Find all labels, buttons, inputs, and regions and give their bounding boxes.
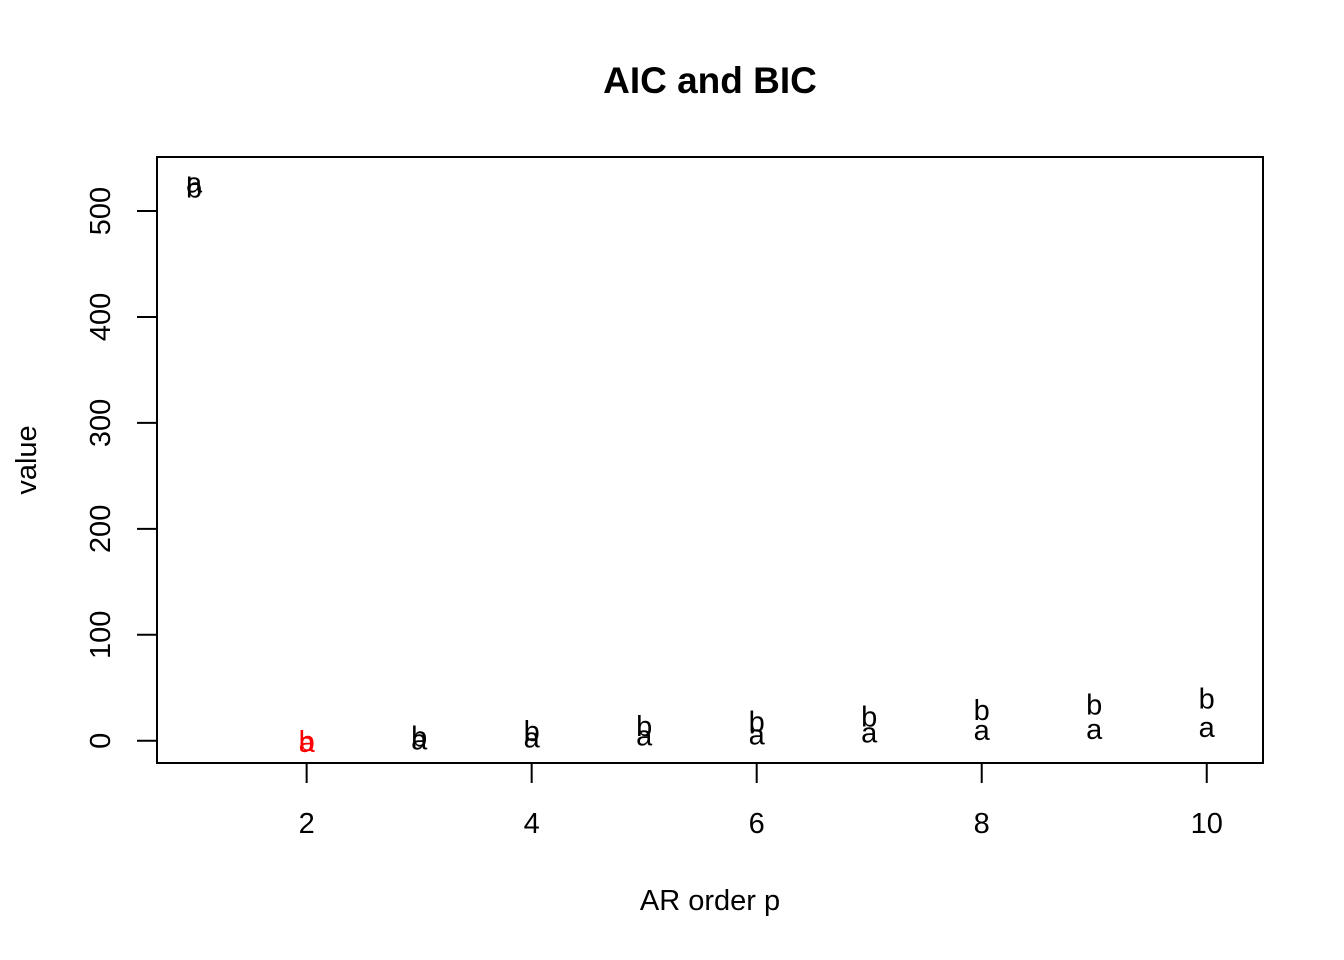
x-tick-label-8: 8 (974, 808, 990, 840)
point-a-2: a (299, 727, 316, 759)
point-a-4: a (524, 723, 541, 755)
point-b-5: b (636, 711, 652, 743)
point-a-5: a (636, 720, 653, 752)
point-b-6: b (749, 707, 765, 739)
x-axis-label: AR order p (640, 885, 780, 917)
y-tick-label-200: 200 (85, 505, 117, 553)
x-tick-label-2: 2 (299, 808, 315, 840)
point-a-10: a (1199, 712, 1216, 744)
point-b-1: b (186, 173, 202, 205)
point-b-3: b (411, 722, 427, 754)
point-a-8: a (974, 715, 991, 747)
x-tick-label-10: 10 (1191, 808, 1223, 840)
y-tick-label-400: 400 (85, 293, 117, 341)
point-b-7: b (861, 701, 877, 733)
point-a-1: a (186, 167, 203, 199)
x-tick-label-4: 4 (524, 808, 540, 840)
point-b-8: b (974, 695, 990, 727)
y-tick-label-500: 500 (85, 187, 117, 235)
data-points: aa a a a a a a a abb b b b b b b b b (186, 167, 1216, 758)
y-tick-label-100: 100 (85, 611, 117, 659)
point-b-4: b (524, 716, 540, 748)
point-a-3: a (411, 725, 428, 757)
point-b-2: b (299, 726, 315, 758)
point-b-10: b (1199, 683, 1215, 715)
y-tick-label-300: 300 (85, 399, 117, 447)
plot-frame (156, 156, 1264, 764)
point-a-9: a (1086, 714, 1103, 746)
chart-title: AIC and BIC (603, 60, 817, 101)
x-axis: 2 4 6 8 10 (299, 763, 1223, 840)
y-tick-label-0: 0 (85, 733, 117, 749)
point-a-6: a (749, 719, 766, 751)
y-axis: 0 100 200 300 400 500 (85, 187, 157, 749)
x-tick-label-6: 6 (749, 808, 765, 840)
point-b-9: b (1086, 690, 1102, 722)
point-a-7: a (861, 717, 878, 749)
y-axis-label: value (11, 425, 43, 494)
